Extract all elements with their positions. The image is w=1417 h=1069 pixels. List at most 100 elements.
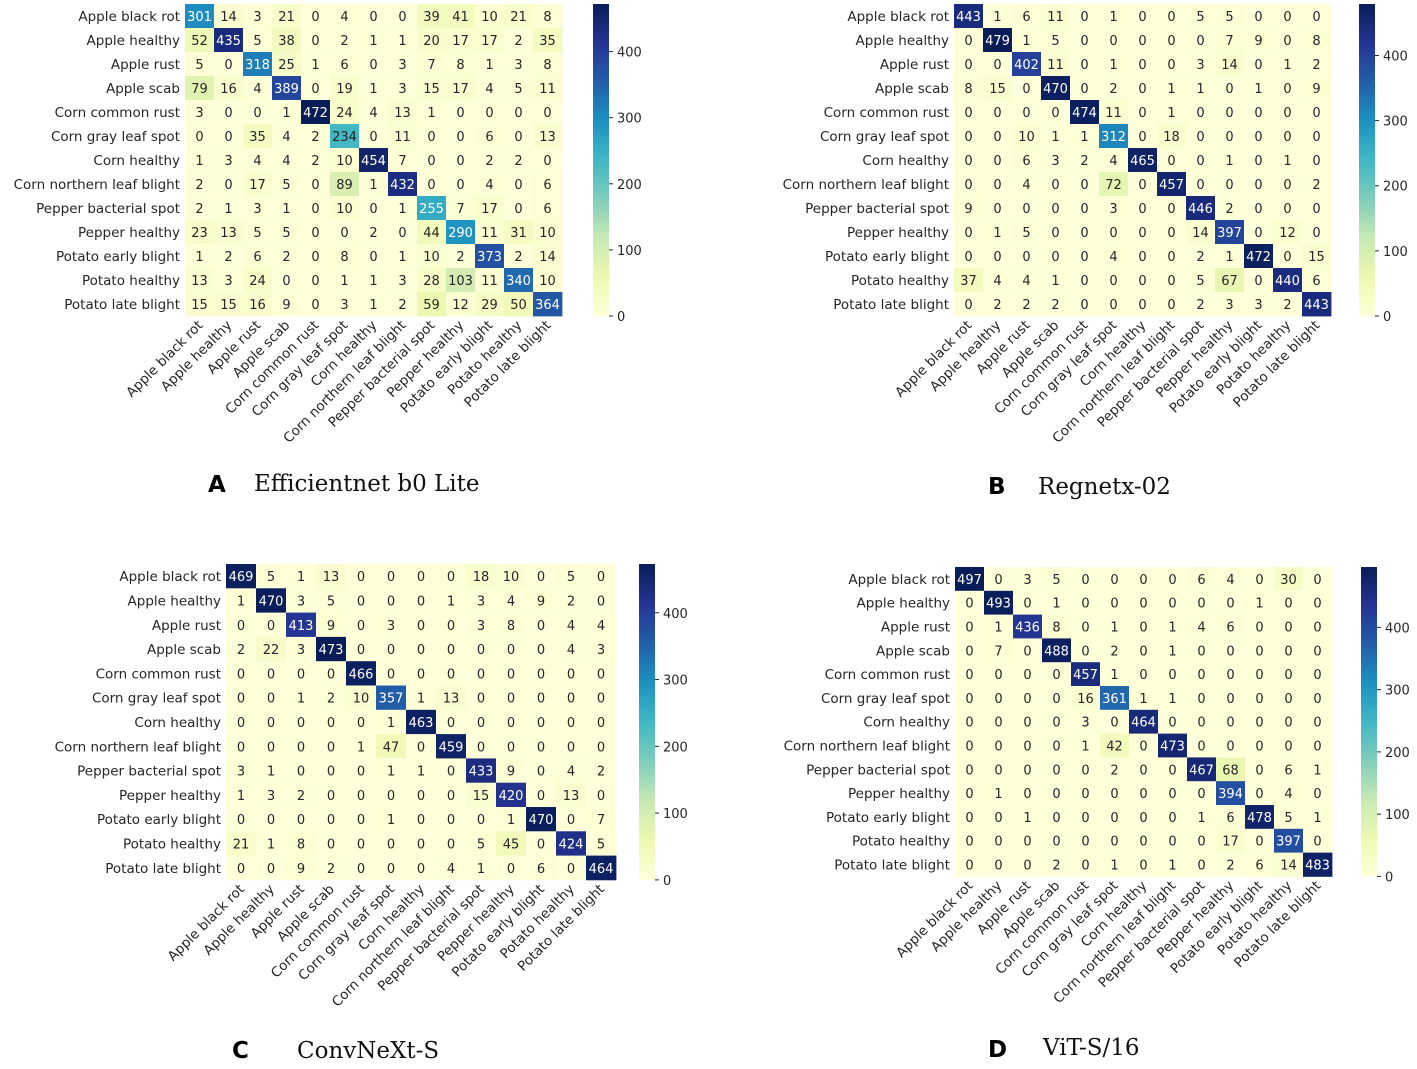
cell-value-label: 457	[1073, 668, 1098, 683]
row-label-corn-healthy: Corn healthy	[93, 153, 180, 169]
heatmap-cell	[1215, 172, 1245, 197]
cell-value-label: 1	[340, 274, 348, 289]
cell-value-label: 0	[1313, 644, 1321, 659]
heatmap-cell	[954, 172, 984, 197]
heatmap-cell	[1070, 244, 1100, 269]
cell-value-label: 1	[1168, 644, 1176, 659]
heatmap-cell	[1129, 567, 1159, 592]
cell-value-label: 1	[1109, 10, 1117, 25]
heatmap-cell	[316, 612, 347, 638]
cell-value-label: 3	[224, 154, 232, 169]
cell-value-label: 1	[1110, 621, 1118, 636]
cell-value-label: 0	[514, 202, 522, 217]
cell-value-label: 0	[994, 668, 1002, 683]
row-label-apple-black-rot: Apple black rot	[119, 569, 221, 585]
cell-value-label: 0	[398, 226, 406, 241]
cell-value-label: 0	[1168, 835, 1176, 850]
heatmap-cell	[1157, 76, 1187, 101]
heatmap-cell	[466, 807, 497, 832]
heatmap-cell	[1215, 124, 1245, 149]
cell-value-label: 1	[1051, 274, 1059, 289]
heatmap-cell	[330, 100, 360, 125]
cell-value-label: 2	[195, 202, 203, 217]
row-label-potato-early-blight: Potato early blight	[56, 249, 180, 265]
cell-value-label: 0	[1080, 58, 1088, 73]
heatmap-cell	[983, 292, 1013, 317]
heatmap-cell	[954, 52, 984, 77]
cell-value-label: 0	[1139, 835, 1147, 850]
heatmap-cell	[446, 292, 476, 317]
cell-value-label: 0	[417, 643, 425, 658]
heatmap-cell	[417, 148, 447, 173]
cell-value-label: 0	[1139, 763, 1147, 778]
heatmap-cell	[1099, 100, 1129, 125]
cell-value-label: 0	[537, 692, 545, 707]
cell-value-label: 21	[233, 837, 250, 852]
heatmap-cell	[214, 268, 244, 293]
cell-value-label: 4	[447, 862, 455, 877]
cell-value-label: 0	[1197, 787, 1205, 802]
heatmap-cell	[1244, 220, 1274, 245]
heatmap-cell	[436, 612, 467, 638]
heatmap-cell	[1129, 662, 1159, 687]
cell-value-label: 0	[1080, 202, 1088, 217]
heatmap-cell	[1070, 148, 1100, 173]
row-label-corn-northern-leaf-blight: Corn northern leaf blight	[784, 739, 950, 755]
cell-value-label: 1	[387, 716, 395, 731]
heatmap-cell	[496, 807, 527, 832]
heatmap-cell	[504, 4, 534, 29]
heatmap-cell	[1041, 52, 1071, 77]
cell-value-label: 0	[417, 619, 425, 634]
cell-value-label: 8	[543, 58, 551, 73]
heatmap-cell	[466, 758, 497, 784]
heatmap-cell	[1100, 567, 1130, 592]
heatmap-cell	[272, 28, 302, 53]
cell-value-label: 2	[282, 250, 290, 265]
cell-value-label: 0	[1168, 787, 1176, 802]
heatmap-cell	[466, 831, 497, 856]
heatmap-cell	[1012, 28, 1042, 53]
cell-value-label: 0	[964, 178, 972, 193]
colorbar	[1361, 567, 1377, 877]
heatmap-cell	[954, 76, 984, 101]
cell-value-label: 2	[993, 298, 1001, 313]
cell-value-label: 0	[1255, 716, 1263, 731]
cell-value-label: 15	[191, 298, 208, 313]
row-label-corn-gray-leaf-spot: Corn gray leaf spot	[92, 691, 221, 707]
heatmap-cell	[272, 124, 302, 149]
cell-value-label: 3	[1051, 154, 1059, 169]
cell-value-label: 0	[537, 619, 545, 634]
cell-value-label: 0	[267, 692, 275, 707]
heatmap-cell	[1274, 781, 1304, 806]
heatmap-cell	[330, 172, 360, 197]
heatmap-cell	[1215, 100, 1245, 125]
cell-value-label: 1	[1283, 58, 1291, 73]
heatmap-cell	[286, 685, 317, 711]
cell-value-label: 0	[1023, 597, 1031, 612]
cell-value-label: 0	[597, 594, 605, 609]
cell-value-label: 0	[237, 667, 245, 682]
cell-value-label: 6	[543, 202, 551, 217]
cell-value-label: 6	[340, 58, 348, 73]
cell-value-label: 402	[1014, 58, 1039, 73]
heatmap-cell	[376, 807, 407, 832]
heatmap-cell	[1157, 148, 1187, 173]
cell-value-label: 0	[965, 692, 973, 707]
heatmap-cell	[1187, 614, 1217, 639]
heatmap-cell	[316, 661, 347, 686]
row-label-apple-rust: Apple rust	[152, 618, 221, 634]
cell-value-label: 5	[1196, 274, 1204, 289]
cell-value-label: 413	[289, 619, 314, 634]
cell-value-label: 6	[1284, 763, 1292, 778]
heatmap-cell	[983, 196, 1013, 221]
cell-value-label: 0	[1081, 787, 1089, 802]
cell-value-label: 0	[1080, 34, 1088, 49]
cell-value-label: 0	[993, 154, 1001, 169]
cell-value-label: 11	[394, 130, 411, 145]
cell-value-label: 0	[1081, 835, 1089, 850]
cell-value-label: 0	[417, 594, 425, 609]
heatmap-cell	[1244, 244, 1274, 269]
cell-value-label: 0	[964, 106, 972, 121]
heatmap-cell	[1099, 76, 1129, 101]
row-label-pepper-bacterial-spot: Pepper bacterial spot	[77, 764, 221, 780]
